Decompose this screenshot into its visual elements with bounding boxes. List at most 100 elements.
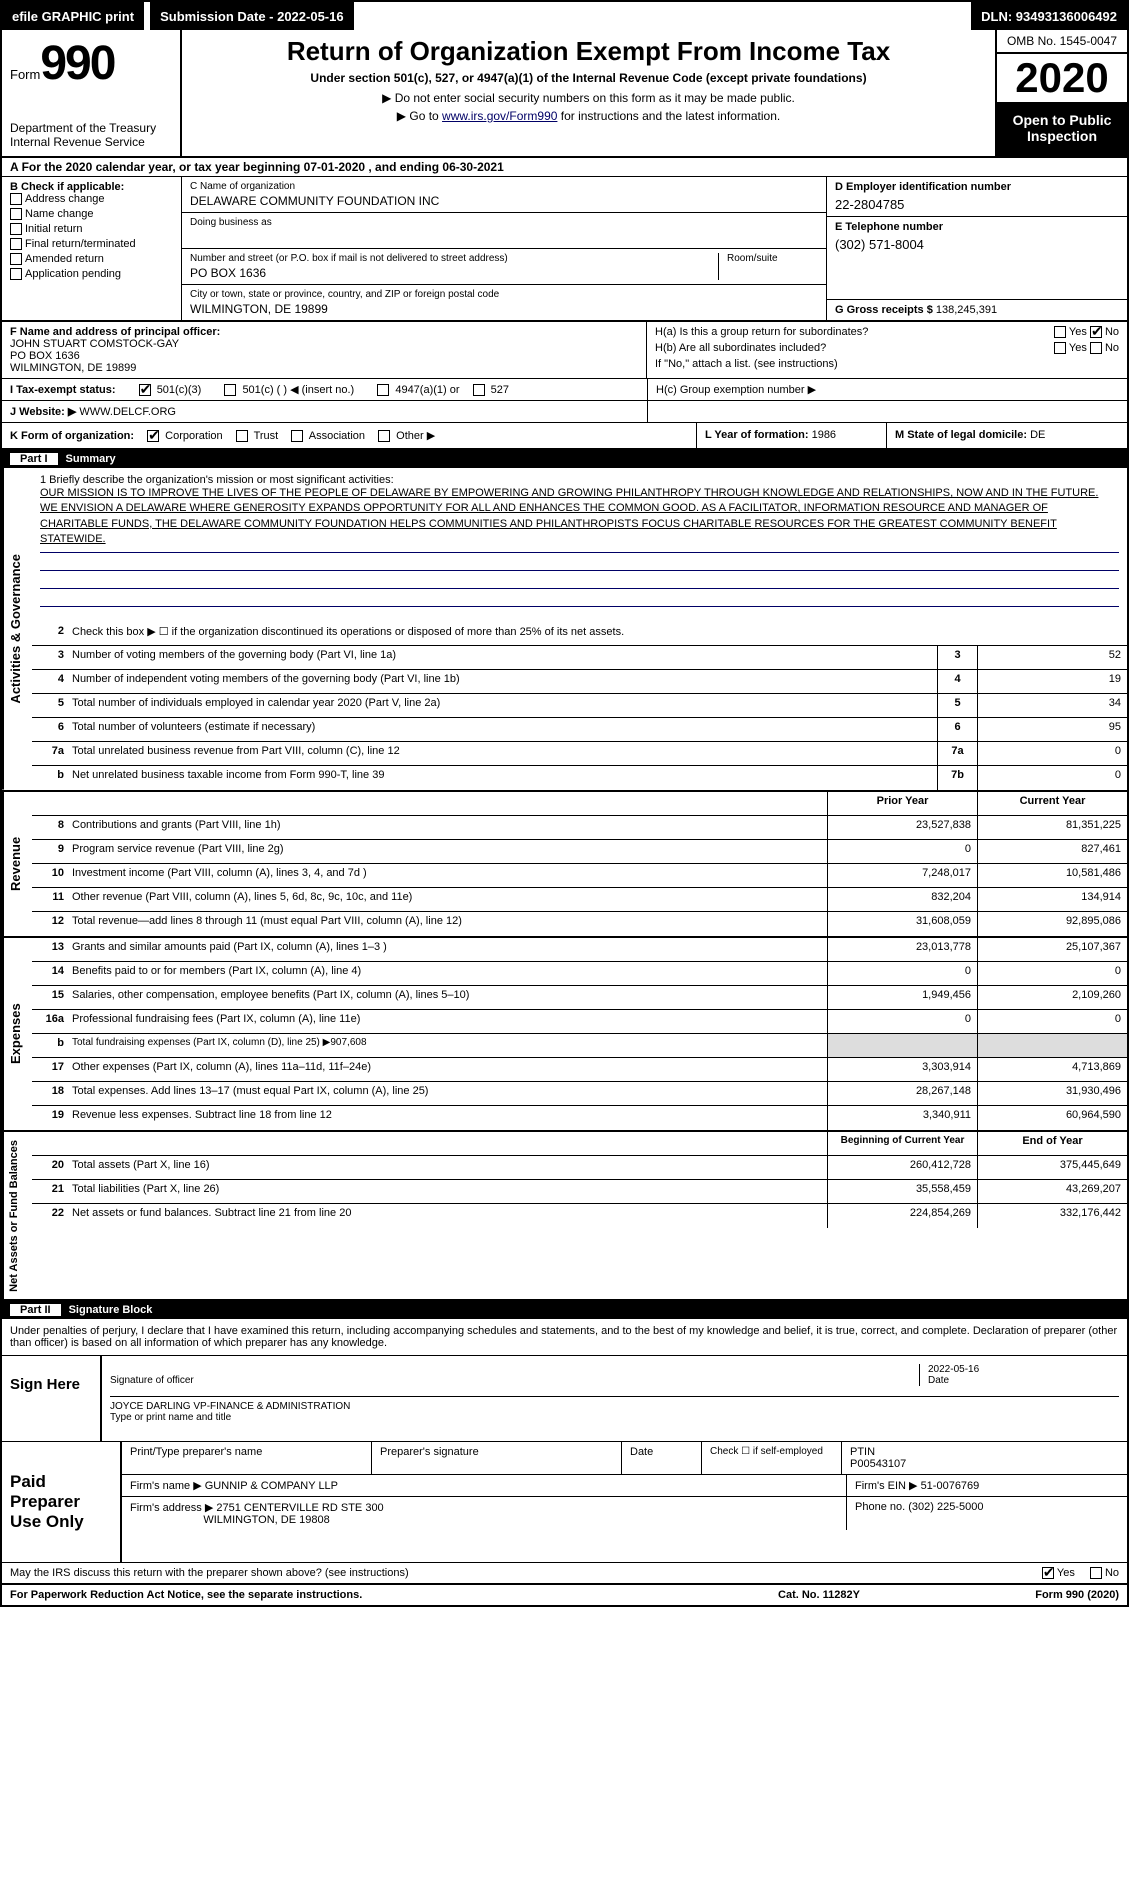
sig-name: JOYCE DARLING VP-FINANCE & ADMINISTRATIO… bbox=[110, 1401, 1119, 1423]
py: 260,412,728 bbox=[827, 1156, 977, 1179]
lbl: Application pending bbox=[25, 268, 121, 280]
header-left: Form990 Department of the Treasury Inter… bbox=[2, 30, 182, 156]
mission-text: OUR MISSION IS TO IMPROVE THE LIVES OF T… bbox=[40, 486, 1119, 548]
n: b bbox=[32, 766, 68, 790]
cb-no[interactable] bbox=[1090, 342, 1102, 354]
note-ssn: ▶ Do not enter social security numbers o… bbox=[192, 91, 985, 105]
cy: 332,176,442 bbox=[977, 1204, 1127, 1228]
cb-no[interactable] bbox=[1090, 326, 1102, 338]
cb-501c[interactable] bbox=[224, 384, 236, 396]
activities-governance: Activities & Governance 1 Briefly descri… bbox=[2, 468, 1127, 792]
opt: Trust bbox=[254, 430, 279, 442]
cb-yes[interactable] bbox=[1054, 326, 1066, 338]
d: Professional fundraising fees (Part IX, … bbox=[68, 1010, 827, 1033]
py: 3,303,914 bbox=[827, 1058, 977, 1081]
dba-label: Doing business as bbox=[190, 217, 818, 228]
val: GUNNIP & COMPANY LLP bbox=[205, 1480, 338, 1492]
city: WILMINGTON, DE 19808 bbox=[203, 1514, 329, 1526]
d: Total fundraising expenses (Part IX, col… bbox=[68, 1034, 827, 1057]
cb-corp[interactable] bbox=[147, 430, 159, 442]
col-b-checkboxes: B Check if applicable: Address change Na… bbox=[2, 177, 182, 320]
line-7b: bNet unrelated business taxable income f… bbox=[32, 766, 1127, 790]
cb-initial-return[interactable]: Initial return bbox=[10, 223, 173, 235]
n: 8 bbox=[32, 816, 68, 839]
room-label: Room/suite bbox=[727, 253, 818, 264]
n: 18 bbox=[32, 1082, 68, 1105]
cat-no: Cat. No. 11282Y bbox=[719, 1589, 919, 1601]
tel-value: (302) 571-8004 bbox=[835, 237, 1119, 252]
hc-block: H(c) Group exemption number ▶ bbox=[647, 379, 1127, 400]
n: b bbox=[32, 1034, 68, 1057]
val: P00543107 bbox=[850, 1458, 906, 1470]
d: Investment income (Part VIII, column (A)… bbox=[68, 864, 827, 887]
blank-line bbox=[40, 552, 1119, 566]
lbl: Amended return bbox=[25, 253, 104, 265]
d: Salaries, other compensation, employee b… bbox=[68, 986, 827, 1009]
cb-app-pending[interactable]: Application pending bbox=[10, 268, 173, 280]
sign-here-block: Sign Here Signature of officer 2022-05-1… bbox=[2, 1356, 1127, 1442]
cb-trust[interactable] bbox=[236, 430, 248, 442]
bn: 6 bbox=[937, 718, 977, 741]
yes: Yes bbox=[1069, 342, 1087, 354]
py: 1,949,456 bbox=[827, 986, 977, 1009]
py: 7,248,017 bbox=[827, 864, 977, 887]
bv: 95 bbox=[977, 718, 1127, 741]
ein-value: 22-2804785 bbox=[835, 197, 1119, 212]
col-c: C Name of organization DELAWARE COMMUNIT… bbox=[182, 177, 827, 320]
d: Program service revenue (Part VIII, line… bbox=[68, 840, 827, 863]
note-pre: ▶ Go to bbox=[397, 109, 442, 123]
bn: 7b bbox=[937, 766, 977, 790]
cb-amended[interactable]: Amended return bbox=[10, 253, 173, 265]
side-revenue: Revenue bbox=[2, 792, 32, 936]
irs-link[interactable]: www.irs.gov/Form990 bbox=[442, 109, 557, 123]
paid-body: Print/Type preparer's name Preparer's si… bbox=[122, 1442, 1127, 1562]
i-label: I Tax-exempt status: bbox=[10, 384, 116, 396]
sig-line-2: JOYCE DARLING VP-FINANCE & ADMINISTRATIO… bbox=[110, 1399, 1119, 1433]
name-val: JOYCE DARLING VP-FINANCE & ADMINISTRATIO… bbox=[110, 1401, 350, 1412]
line-22: 22Net assets or fund balances. Subtract … bbox=[32, 1204, 1127, 1228]
cb-527[interactable] bbox=[473, 384, 485, 396]
n: 10 bbox=[32, 864, 68, 887]
header-mid: Return of Organization Exempt From Incom… bbox=[182, 30, 997, 156]
opt: Other ▶ bbox=[396, 430, 435, 442]
py: 31,608,059 bbox=[827, 912, 977, 936]
officer-addr2: WILMINGTON, DE 19899 bbox=[10, 362, 638, 374]
cy bbox=[977, 1034, 1127, 1057]
line-6: 6Total number of volunteers (estimate if… bbox=[32, 718, 1127, 742]
cb-other[interactable] bbox=[378, 430, 390, 442]
n bbox=[32, 1132, 68, 1155]
revenue-section: Revenue Prior YearCurrent Year 8Contribu… bbox=[2, 792, 1127, 938]
cb-discuss-no[interactable] bbox=[1090, 1567, 1102, 1579]
cb-yes[interactable] bbox=[1054, 342, 1066, 354]
cb-name-change[interactable]: Name change bbox=[10, 208, 173, 220]
side-expenses: Expenses bbox=[2, 938, 32, 1130]
d: Net assets or fund balances. Subtract li… bbox=[68, 1204, 827, 1228]
col-b-header: B Check if applicable: bbox=[10, 181, 173, 193]
d: Other revenue (Part VIII, column (A), li… bbox=[68, 888, 827, 911]
cb-4947[interactable] bbox=[377, 384, 389, 396]
header-right: OMB No. 1545-0047 2020 Open to Public In… bbox=[997, 30, 1127, 156]
discuss-q: May the IRS discuss this return with the… bbox=[10, 1567, 919, 1579]
dba-block: Doing business as bbox=[182, 213, 826, 249]
paid-row-1: Print/Type preparer's name Preparer's si… bbox=[122, 1442, 1127, 1475]
org-name-label: C Name of organization bbox=[190, 181, 818, 192]
line-15: 15Salaries, other compensation, employee… bbox=[32, 986, 1127, 1010]
n: 17 bbox=[32, 1058, 68, 1081]
val: 2751 CENTERVILLE RD STE 300 bbox=[216, 1502, 383, 1514]
bv: 52 bbox=[977, 646, 1127, 669]
ag-content: 1 Briefly describe the organization's mi… bbox=[32, 468, 1127, 790]
opt: 501(c) ( ) ◀ (insert no.) bbox=[242, 384, 354, 396]
cy: 134,914 bbox=[977, 888, 1127, 911]
py: 0 bbox=[827, 1010, 977, 1033]
cb-assoc[interactable] bbox=[291, 430, 303, 442]
sig-date: 2022-05-16Date bbox=[919, 1364, 1119, 1386]
dln: DLN: 93493136006492 bbox=[971, 5, 1127, 28]
cb-final-return[interactable]: Final return/terminated bbox=[10, 238, 173, 250]
cb-address-change[interactable]: Address change bbox=[10, 193, 173, 205]
cb-501c3[interactable] bbox=[139, 384, 151, 396]
tax-year-range: For the 2020 calendar year, or tax year … bbox=[22, 160, 504, 174]
bn: 3 bbox=[937, 646, 977, 669]
hb-answer: Yes No bbox=[1054, 342, 1119, 354]
city-value: WILMINGTON, DE 19899 bbox=[190, 302, 818, 316]
cb-discuss-yes[interactable] bbox=[1042, 1567, 1054, 1579]
